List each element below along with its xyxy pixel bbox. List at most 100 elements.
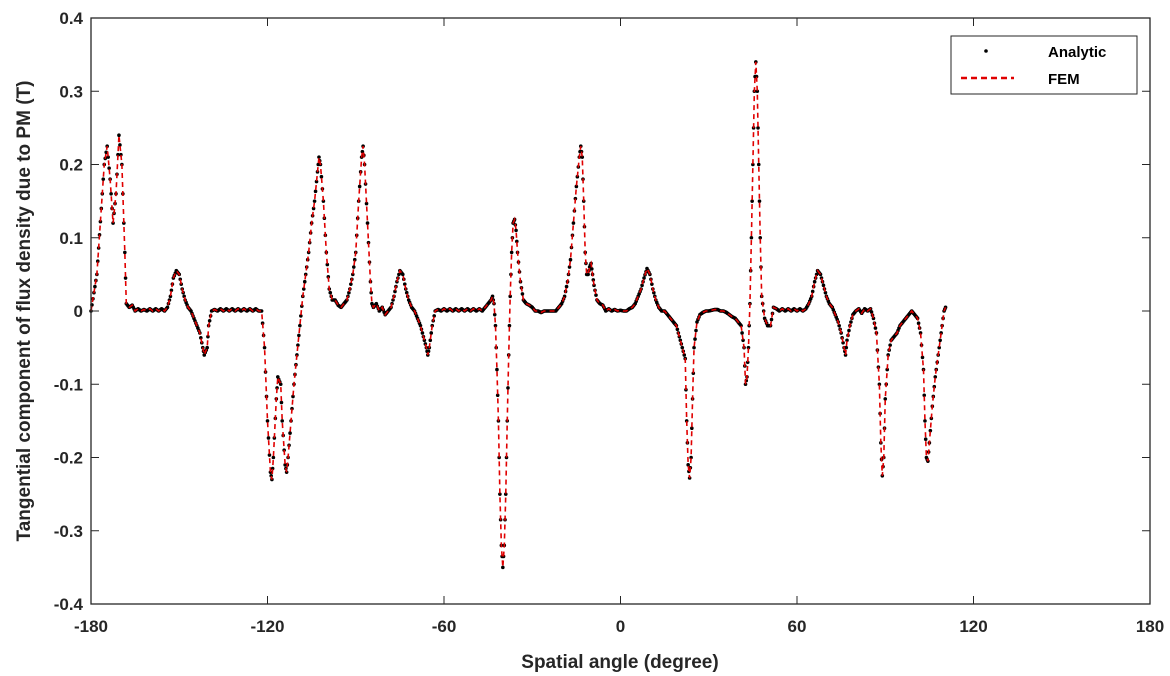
x-tick-label: 120 [959, 617, 987, 636]
analytic-point [279, 400, 284, 405]
analytic-point [498, 492, 502, 496]
analytic-point [290, 406, 294, 411]
analytic-point [885, 367, 890, 372]
analytic-point [101, 177, 106, 181]
analytic-point [575, 174, 580, 179]
analytic-point [508, 294, 512, 299]
analytic-point [680, 345, 685, 350]
analytic-point [757, 199, 762, 203]
analytic-point [122, 221, 126, 225]
analytic-point [291, 394, 295, 399]
analytic-point [873, 326, 878, 330]
analytic-point [689, 455, 693, 460]
analytic-point [317, 155, 321, 159]
analytic-point [328, 290, 333, 295]
analytic-point [675, 327, 680, 332]
analytic-point [746, 345, 751, 350]
analytic-point [325, 262, 330, 267]
x-axis-label: Spatial angle (degree) [521, 652, 718, 673]
analytic-point [429, 331, 434, 335]
analytic-point [590, 267, 594, 271]
analytic-point [745, 360, 750, 365]
analytic-point [262, 345, 267, 350]
analytic-point [847, 328, 851, 333]
analytic-point [321, 199, 326, 203]
analytic-point [594, 293, 598, 297]
analytic-point [401, 272, 405, 277]
analytic-point [288, 431, 292, 435]
analytic-point [351, 265, 356, 269]
analytic-point [916, 321, 921, 326]
analytic-point [360, 149, 365, 154]
series-fem-line [90, 61, 947, 568]
y-tick-label: 0.4 [59, 9, 83, 28]
analytic-point [849, 320, 853, 324]
analytic-point [750, 199, 754, 203]
axes-box [90, 17, 1151, 605]
analytic-point [123, 250, 127, 255]
analytic-point [165, 305, 170, 310]
analytic-point [740, 331, 744, 335]
analytic-point [755, 89, 760, 94]
legend-analytic-label: Analytic [1048, 44, 1106, 61]
analytic-point [314, 179, 319, 184]
analytic-point [693, 337, 697, 341]
analytic-point [503, 492, 508, 496]
analytic-point [886, 353, 890, 357]
y-tick-label: -0.1 [54, 375, 83, 394]
analytic-point [260, 321, 265, 326]
analytic-point [268, 470, 273, 474]
analytic-point [769, 317, 774, 322]
analytic-point [506, 386, 510, 390]
analytic-point [845, 338, 849, 343]
analytic-point [296, 343, 300, 347]
analytic-point [111, 221, 115, 225]
axes: -180 -120 -60 0 60 120 180 -0.4 -0.3 -0.2 -0.1 0 0.1… [54, 9, 1164, 636]
analytic-point [520, 292, 525, 296]
analytic-point [918, 331, 923, 335]
analytic-point [93, 284, 97, 289]
analytic-point [364, 201, 369, 206]
analytic-point [640, 283, 644, 288]
analytic-point [275, 386, 279, 390]
y-tick-label: -0.3 [54, 522, 83, 541]
analytic-point [270, 466, 275, 471]
analytic-point [922, 393, 927, 398]
analytic-point [933, 375, 938, 379]
analytic-point [574, 184, 579, 189]
analytic-point [117, 133, 121, 137]
analytic-point [869, 310, 874, 314]
analytic-point [686, 463, 690, 467]
analytic-point [684, 419, 689, 423]
y-tick-label: -0.4 [54, 595, 84, 614]
analytic-point [938, 338, 942, 343]
analytic-point [280, 419, 285, 423]
analytic-point [877, 382, 882, 387]
analytic-point [821, 283, 826, 288]
analytic-point [888, 343, 892, 347]
analytic-point [564, 284, 569, 289]
analytic-point [497, 455, 501, 460]
analytic-point [515, 239, 519, 244]
analytic-point [119, 152, 123, 157]
analytic-point [501, 565, 505, 570]
y-tick-label: 0.3 [59, 82, 83, 101]
analytic-point [749, 235, 754, 240]
analytic-point [928, 428, 933, 433]
analytic-point [920, 355, 925, 360]
analytic-point [369, 290, 373, 295]
analytic-point [95, 259, 100, 263]
analytic-point [586, 272, 590, 277]
analytic-point [118, 143, 122, 147]
y-axis-label: Tangential component of flux density due… [14, 81, 35, 542]
analytic-point [357, 184, 362, 189]
analytic-point [299, 314, 303, 318]
analytic-point [492, 312, 497, 317]
x-tick-label: 60 [788, 617, 807, 636]
legend-box [950, 35, 1138, 95]
legend-analytic-marker [984, 49, 988, 53]
analytic-point [754, 74, 759, 79]
analytic-point [107, 166, 111, 170]
x-tick-label: 0 [616, 617, 625, 636]
analytic-point [844, 345, 849, 350]
